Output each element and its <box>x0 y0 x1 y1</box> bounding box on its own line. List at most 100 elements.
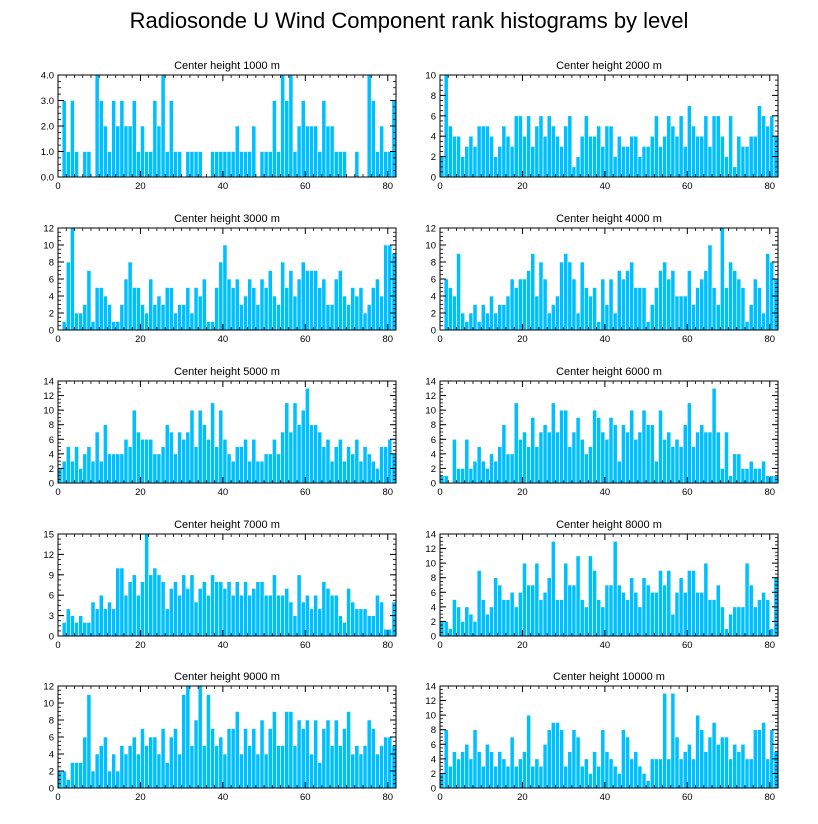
histogram-bar <box>90 460 96 484</box>
histogram-bar <box>732 453 738 484</box>
histogram-bar <box>546 115 552 178</box>
histogram-bar <box>654 287 659 331</box>
x-tick-label: 0 <box>437 640 442 651</box>
histogram-bar <box>168 431 174 484</box>
histogram-bar <box>292 615 298 637</box>
histogram-bar <box>156 453 162 484</box>
y-tick-label: 2 <box>431 769 436 780</box>
y-tick-label: 4.0 <box>41 71 54 82</box>
histogram-bar <box>131 736 137 789</box>
y-tick-label: 0 <box>431 173 436 184</box>
histogram-bar <box>103 125 108 178</box>
histogram-bar <box>641 773 647 789</box>
histogram-bar <box>489 295 494 331</box>
histogram-bar <box>633 287 639 331</box>
histogram-bar <box>452 295 457 331</box>
y-tick-label: 12 <box>425 391 436 402</box>
histogram-bar <box>366 74 372 178</box>
histogram-bar <box>546 312 552 331</box>
histogram-bar <box>666 115 672 178</box>
histogram-bar <box>181 694 187 789</box>
histogram-bar <box>160 304 166 331</box>
histogram-bar <box>296 719 302 789</box>
histogram-bar <box>575 312 581 331</box>
histogram-bar <box>185 685 191 789</box>
histogram-bar <box>732 743 738 789</box>
histogram-bar <box>239 753 244 789</box>
histogram-bar <box>82 453 88 484</box>
histogram-bar <box>177 151 182 178</box>
histogram-bar <box>197 588 203 637</box>
x-tick-label: 40 <box>218 487 229 498</box>
histogram-bar <box>703 562 709 637</box>
histogram-bar <box>621 729 626 789</box>
y-tick-label: 10 <box>425 241 436 252</box>
y-tick-label: 8 <box>49 716 54 727</box>
histogram-bar <box>604 304 610 331</box>
histogram-bar <box>497 751 503 789</box>
x-tick-label: 60 <box>682 334 693 345</box>
histogram-bar <box>707 736 713 789</box>
histogram-bar <box>555 295 560 331</box>
histogram-bar <box>447 125 453 178</box>
histogram-bar <box>350 287 356 331</box>
histogram-bar <box>177 431 182 484</box>
histogram-bar <box>263 151 269 178</box>
histogram-bar <box>82 736 88 789</box>
histogram-bar <box>90 321 96 331</box>
histogram-bar <box>649 135 655 178</box>
histogram-bar <box>604 584 610 637</box>
histogram-bar <box>645 584 651 637</box>
histogram-bar <box>571 729 577 789</box>
histogram-bar <box>489 453 494 484</box>
histogram-bar <box>140 125 145 178</box>
histogram-bar <box>493 460 499 484</box>
histogram-bar <box>98 594 104 637</box>
histogram-bar <box>329 125 335 178</box>
histogram-bar <box>472 146 478 178</box>
y-tick-label: 8 <box>49 258 54 269</box>
x-tick-label: 0 <box>437 334 442 345</box>
histogram-bar <box>641 287 647 331</box>
histogram-bar <box>649 758 655 789</box>
histogram-bar <box>687 270 692 331</box>
histogram-bar <box>177 753 182 789</box>
histogram-bar <box>612 424 618 484</box>
x-tick-label: 40 <box>218 792 229 803</box>
histogram-bar <box>662 584 668 637</box>
histogram-bar <box>571 431 577 484</box>
histogram-bar <box>111 453 117 484</box>
histogram-bar <box>678 295 684 331</box>
histogram-bar <box>152 736 158 789</box>
histogram-bar <box>542 135 548 178</box>
histogram-bar <box>173 151 178 178</box>
histogram-bar <box>522 751 527 789</box>
histogram-bar <box>259 151 265 178</box>
histogram-bar <box>276 151 281 178</box>
y-tick-label: 4 <box>431 292 436 303</box>
histogram-bar <box>288 711 294 789</box>
histogram-bar <box>247 745 253 789</box>
histogram-bar <box>272 574 277 637</box>
histogram-bar <box>370 100 376 178</box>
histogram-bar <box>255 304 261 331</box>
histogram-bar <box>497 304 503 331</box>
histogram-bar <box>588 555 593 637</box>
histogram-bar <box>447 628 453 637</box>
histogram-bar <box>571 584 577 637</box>
histogram-bar <box>239 594 244 637</box>
histogram-bar <box>538 261 544 331</box>
histogram-bar <box>119 304 125 331</box>
histogram-bar <box>333 446 339 484</box>
histogram-bar <box>115 567 121 637</box>
histogram-bar <box>375 753 380 789</box>
histogram-bar <box>86 446 92 484</box>
histogram-bar <box>559 729 564 789</box>
histogram-bar <box>645 321 651 331</box>
y-tick-label: 10 <box>43 406 54 417</box>
histogram-bar <box>387 628 393 637</box>
histogram-bar <box>337 270 343 331</box>
histogram-bar <box>288 270 294 331</box>
histogram-bar <box>136 151 141 178</box>
x-tick-label: 20 <box>135 792 146 803</box>
